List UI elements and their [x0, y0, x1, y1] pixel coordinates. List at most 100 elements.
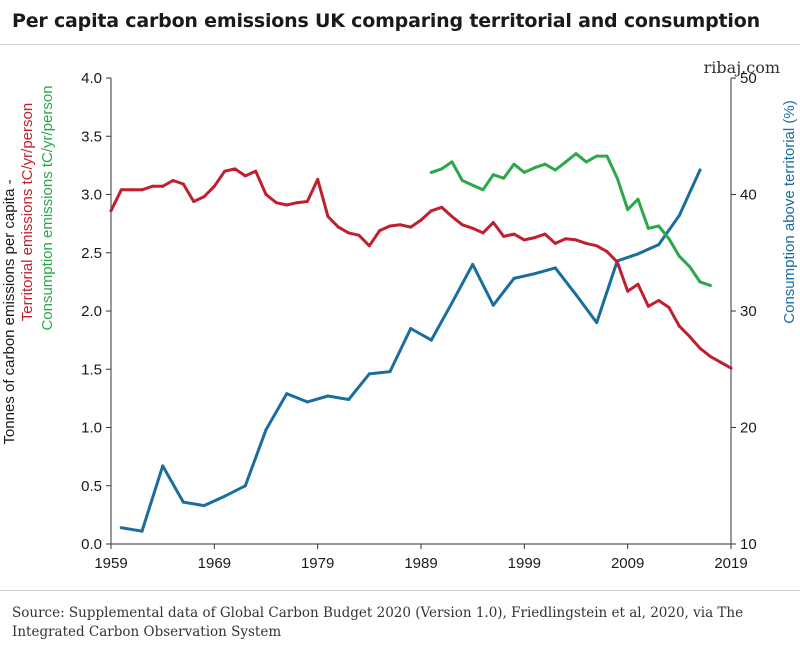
data-point-territorial [491, 221, 495, 224]
data-point-ratio [574, 293, 578, 297]
data-point-ratio [698, 168, 702, 172]
series-line-consumption [429, 152, 712, 287]
data-point-ratio [223, 494, 227, 498]
data-point-consumption [595, 154, 599, 158]
data-point-territorial [161, 184, 165, 188]
data-point-territorial [212, 184, 216, 188]
data-point-territorial [130, 188, 134, 192]
data-point-territorial [667, 306, 671, 309]
data-point-ratio [636, 252, 640, 256]
data-point-consumption [646, 226, 650, 230]
y-left-tick-label: 3.0 [81, 187, 102, 204]
y-left-tick-label: 1.0 [81, 420, 102, 437]
data-point-territorial [574, 238, 578, 242]
data-point-territorial [398, 223, 402, 227]
data-point-ratio [119, 526, 123, 530]
data-point-consumption [574, 152, 578, 156]
data-point-territorial [171, 179, 175, 182]
data-point-territorial [264, 193, 268, 196]
data-point-consumption [491, 173, 495, 177]
data-point-ratio [491, 303, 495, 307]
data-point-consumption [667, 237, 671, 241]
y-left-tick-label: 0.0 [81, 536, 102, 553]
data-point-consumption [564, 160, 568, 164]
data-point-territorial [285, 203, 289, 207]
data-point-ratio [285, 392, 289, 396]
data-point-ratio [677, 214, 681, 217]
data-point-consumption [429, 170, 433, 174]
data-point-consumption [636, 197, 640, 201]
x-tick-label: 2009 [611, 555, 644, 572]
data-point-territorial [326, 215, 330, 219]
data-point-territorial [429, 209, 433, 213]
y-right-tick-label: 40 [740, 187, 757, 204]
data-point-consumption [605, 154, 609, 158]
x-tick-label: 1989 [404, 555, 437, 572]
data-point-territorial [347, 231, 351, 235]
data-point-consumption [626, 208, 630, 212]
data-point-territorial [450, 215, 454, 219]
data-point-territorial [367, 244, 371, 248]
data-point-consumption [698, 280, 702, 284]
data-point-territorial [595, 244, 599, 248]
data-point-consumption [522, 170, 526, 174]
y-left-tick-label: 4.0 [81, 70, 102, 87]
data-point-consumption [450, 160, 454, 164]
data-point-ratio [202, 504, 206, 508]
data-point-territorial [719, 360, 723, 364]
data-point-territorial [109, 209, 113, 213]
data-point-territorial [677, 324, 681, 328]
data-point-territorial [295, 201, 299, 205]
data-point-ratio [140, 529, 144, 533]
data-point-consumption [584, 160, 588, 164]
data-point-ratio [347, 398, 351, 401]
data-point-consumption [543, 162, 547, 166]
y-left-tick-label: 0.5 [81, 478, 102, 495]
x-tick-label: 2019 [714, 555, 747, 572]
data-point-territorial [274, 201, 278, 205]
data-point-territorial [254, 169, 258, 173]
y-right-tick-label: 20 [740, 420, 757, 437]
data-point-territorial [119, 188, 123, 192]
source-note: Source: Supplemental data of Global Carb… [12, 605, 744, 640]
x-tick-label: 1999 [508, 555, 541, 572]
y-left-tick-label: 2.0 [81, 303, 102, 320]
data-point-consumption [615, 176, 619, 180]
x-tick-label: 1969 [198, 555, 231, 572]
data-point-ratio [512, 276, 516, 280]
y-left-tick-label: 1.5 [81, 361, 102, 378]
data-point-territorial [202, 195, 206, 199]
data-point-consumption [502, 176, 506, 180]
data-point-territorial [378, 229, 382, 233]
data-point-consumption [708, 283, 712, 287]
data-point-ratio [181, 500, 185, 504]
data-point-consumption [460, 179, 464, 182]
data-point-territorial [357, 233, 361, 237]
data-point-consumption [481, 188, 485, 192]
data-point-territorial [481, 231, 485, 235]
data-point-territorial [233, 167, 237, 171]
data-point-ratio [409, 327, 413, 330]
data-point-consumption [657, 224, 661, 228]
data-point-territorial [708, 354, 712, 358]
data-point-territorial [626, 289, 630, 293]
y-right-tick-label: 10 [740, 536, 757, 553]
data-point-ratio [595, 321, 599, 325]
data-point-consumption [440, 167, 444, 171]
series-line-ratio [119, 168, 702, 533]
data-point-ratio [450, 301, 454, 305]
data-point-territorial [512, 232, 516, 236]
site-credit: ribaj.com [703, 58, 780, 77]
data-point-territorial [657, 299, 661, 302]
bottom-divider [0, 590, 800, 591]
data-point-ratio [471, 262, 475, 266]
data-point-ratio [326, 394, 330, 398]
data-point-territorial [584, 241, 588, 245]
data-point-ratio [161, 464, 165, 468]
y-left-tick-label: 3.5 [81, 128, 102, 145]
data-point-consumption [533, 166, 537, 170]
data-point-territorial [605, 250, 609, 254]
data-point-territorial [460, 223, 464, 227]
data-point-territorial [636, 282, 640, 286]
data-point-ratio [305, 400, 309, 404]
